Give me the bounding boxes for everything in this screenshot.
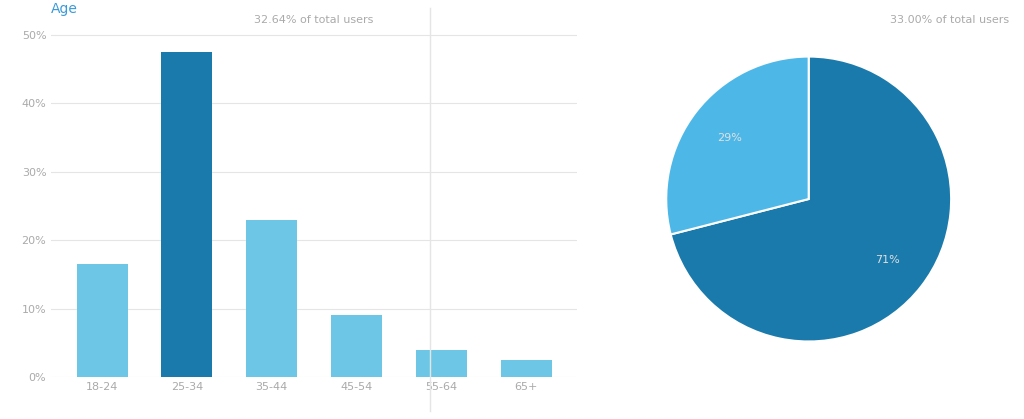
Bar (416, 350, 467, 377)
Bar (247, 220, 297, 377)
Bar (501, 360, 552, 377)
Text: 29%: 29% (718, 133, 742, 143)
Wedge shape (667, 57, 809, 235)
Bar (162, 52, 212, 377)
Text: Age: Age (51, 2, 78, 16)
Text: 32.64% of total users: 32.64% of total users (254, 15, 374, 25)
Text: 33.00% of total users: 33.00% of total users (890, 15, 1009, 25)
Bar (331, 316, 382, 377)
Wedge shape (671, 57, 951, 341)
Text: 71%: 71% (876, 255, 900, 265)
Bar (77, 264, 128, 377)
